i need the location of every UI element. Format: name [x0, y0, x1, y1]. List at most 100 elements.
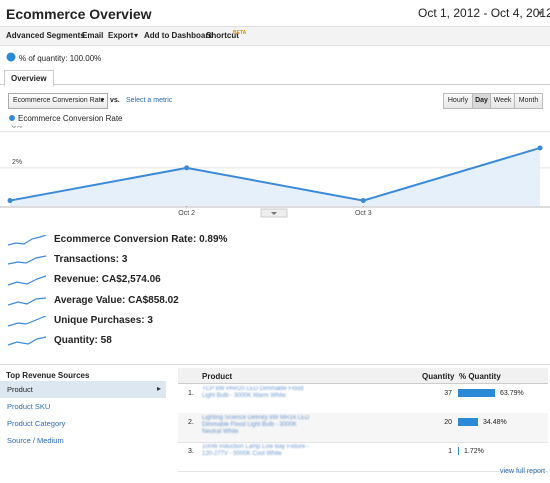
pct-bar: [458, 447, 459, 455]
source-item[interactable]: Product: [7, 385, 33, 394]
dropdown-arrow: ▾: [134, 31, 139, 40]
sparkline-path: [8, 296, 47, 306]
date-dropdown-arrow[interactable]: ▾: [538, 8, 543, 18]
metric: Average Value: CA$858.02: [54, 295, 179, 306]
divider: [0, 364, 550, 365]
data-point: [360, 198, 366, 204]
product-name[interactable]: TCP 8W PAR20 LED Dimmable Flood Light Bu…: [202, 386, 304, 399]
metric-value: CA$2,574.06: [101, 274, 161, 286]
metric-value: 58: [100, 335, 112, 346]
y-tick-label: 3%: [12, 126, 22, 130]
metric-label: Transactions:: [54, 254, 120, 266]
x-tick-label: Oct 2: [178, 210, 195, 217]
column-header: % Quantity: [459, 372, 501, 381]
metric-value: CA$858.02: [128, 294, 179, 306]
sparkline: [8, 296, 47, 306]
sources-title: Top Revenue Sources: [6, 371, 90, 380]
granularity-button[interactable]: Day: [472, 93, 491, 109]
date-range[interactable]: Oct 1, 2012 - Oct 4, 2012: [418, 6, 550, 20]
tab[interactable]: Overview: [4, 70, 54, 87]
metric: Quantity: 58: [54, 335, 112, 346]
series-line: [9, 146, 541, 202]
data-point: [184, 165, 190, 171]
quantity: 20: [444, 419, 452, 426]
row-divider: [178, 471, 548, 472]
toolbar: [0, 26, 550, 46]
dropdown-arrow: ▾: [100, 97, 104, 104]
sparkline: [8, 275, 47, 286]
row-rank: 3.: [188, 448, 194, 455]
beta-badge: BETA: [233, 30, 247, 36]
toolbar-button[interactable]: Export: [108, 31, 134, 40]
toolbar-button[interactable]: Advanced Segments: [6, 31, 85, 40]
x-tick-label: Oct 3: [355, 210, 372, 217]
selected-row-bg: [0, 381, 166, 398]
y-tick-label: 2%: [12, 159, 22, 166]
selected-arrow: ▸: [157, 384, 162, 393]
sparkline-path: [8, 235, 47, 246]
legend-label: Ecommerce Conversion Rate: [18, 114, 123, 123]
toolbar-button[interactable]: Shortcut: [206, 31, 239, 40]
metric-label: Revenue:: [54, 274, 100, 286]
segment-label: % of quantity: 100.00%: [19, 54, 102, 63]
column-header: Product: [202, 372, 233, 381]
view-full-report-link[interactable]: view full report: [500, 468, 546, 475]
metric-label: Quantity:: [54, 335, 98, 346]
legend-marker: [9, 115, 15, 121]
toolbar-button[interactable]: Email: [82, 31, 104, 40]
source-item[interactable]: Product Category: [7, 419, 66, 428]
column-header: Quantity: [422, 372, 455, 381]
pct-bar: [458, 389, 495, 397]
quantity: 37: [444, 390, 452, 397]
collapse-arrow: [271, 212, 277, 215]
granularity-button[interactable]: Week: [490, 93, 515, 109]
pct-label: 63.79%: [499, 390, 524, 397]
product-name[interactable]: 100W Induction Lamp Low Bay Fixture - 12…: [202, 444, 309, 457]
sparkline-path: [8, 315, 47, 327]
metric-label: Average Value:: [54, 294, 126, 306]
product-name[interactable]: Lighting Science Definity 8W MR16 LED Di…: [202, 415, 310, 435]
toolbar-button[interactable]: Add to Dashboard: [144, 31, 214, 40]
metric: Transactions: 3: [54, 254, 127, 265]
sparkline-path: [8, 336, 47, 346]
row-bg: [178, 413, 548, 442]
metric: Ecommerce Conversion Rate: 0.89%: [54, 234, 227, 245]
metric-value: 3: [121, 254, 128, 266]
sparkline: [8, 336, 47, 346]
tab-baseline: [0, 84, 550, 85]
quantity: 1: [448, 448, 452, 455]
metric-dropdown[interactable]: Ecommerce Conversion Rate ▾: [8, 93, 108, 109]
metric-dropdown-label: Ecommerce Conversion Rate: [13, 97, 105, 104]
sparkline-path: [8, 255, 47, 265]
data-point: [537, 145, 543, 151]
sparkline: [8, 235, 47, 246]
metric-value: 0.89%: [199, 234, 228, 245]
pct-label: 1.72%: [463, 448, 484, 455]
metric: Revenue: CA$2,574.06: [54, 274, 161, 285]
metric-label: Unique Purchases:: [54, 314, 145, 326]
sparkline: [8, 255, 47, 265]
source-item[interactable]: Source / Medium: [7, 436, 64, 445]
metric-value: 3: [147, 314, 153, 326]
line-chart: 3% 2% Oct 2 Oct 3: [0, 126, 550, 218]
data-point: [7, 198, 13, 204]
row-rank: 2.: [188, 419, 194, 426]
metric-label: Ecommerce Conversion Rate:: [54, 234, 197, 245]
vs-label: vs.: [110, 97, 120, 104]
source-item[interactable]: Product SKU: [7, 402, 51, 411]
area: [10, 147, 540, 206]
select-metric-link[interactable]: Select a metric: [126, 97, 173, 104]
table-header: [178, 368, 548, 384]
granularity-button[interactable]: Hourly: [443, 93, 473, 109]
sparkline: [8, 315, 47, 327]
sparkline-path: [8, 275, 47, 286]
page-title: Ecommerce Overview: [6, 6, 152, 22]
segment-icon: [6, 52, 16, 62]
pct-label: 34.48%: [482, 419, 507, 426]
metric: Unique Purchases: 3: [54, 315, 153, 326]
pct-bar: [458, 418, 478, 426]
row-rank: 1.: [188, 390, 194, 397]
row-divider: [178, 442, 548, 443]
granularity-button[interactable]: Month: [514, 93, 543, 109]
